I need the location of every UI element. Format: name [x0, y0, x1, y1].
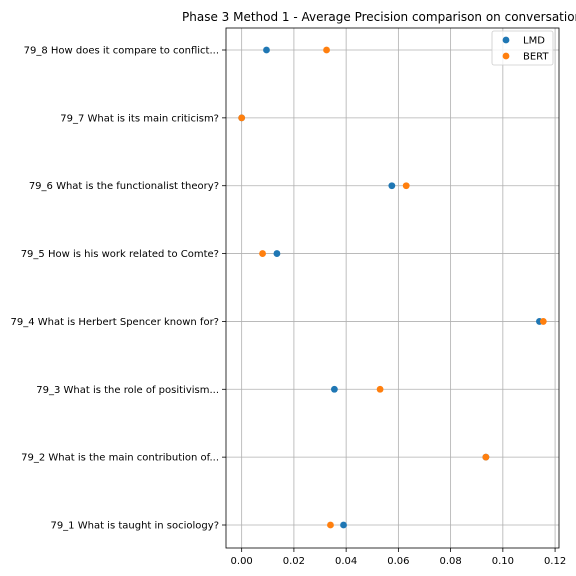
data-point-bert: [327, 521, 334, 529]
legend-label: BERT: [523, 52, 549, 63]
x-tick-label: 0.08: [439, 556, 461, 567]
data-point-lmd: [263, 46, 270, 54]
data-point-bert: [376, 385, 384, 393]
y-tick-label: 79_3 What is the role of positivism...: [36, 385, 219, 396]
grid-lines: [226, 28, 559, 548]
data-point-bert: [482, 453, 490, 461]
x-tick-label: 0.10: [492, 556, 514, 567]
x-tick-label: 0.04: [335, 556, 357, 567]
y-tick-label: 79_7 What is its main criticism?: [60, 113, 219, 124]
y-tick-label: 79_8 How does it compare to conflict...: [24, 46, 219, 57]
y-axis-ticks: 79_1 What is taught in sociology? 79_2 Wh…: [10, 46, 226, 532]
x-axis-ticks: 0.00 0.02 0.04 0.06 0.08 0.10 0.12: [231, 548, 566, 567]
y-tick-label: 79_2 What is the main contribution of...: [21, 453, 219, 464]
data-point-lmd: [273, 250, 281, 257]
data-point-bert: [259, 250, 266, 257]
y-tick-label: 79_1 What is taught in sociology?: [50, 521, 219, 532]
legend-marker: [502, 36, 510, 44]
x-tick-label: 0.00: [231, 556, 253, 567]
data-points: [238, 46, 547, 529]
legend-marker: [502, 52, 510, 60]
data-point-lmd: [388, 182, 396, 190]
data-point-bert: [238, 114, 246, 122]
data-point-bert: [402, 182, 410, 190]
x-tick-label: 0.02: [283, 556, 305, 567]
y-tick-label: 79_4 What is Herbert Spencer known for?: [10, 317, 219, 328]
legend-label: LMD: [523, 36, 545, 47]
x-tick-label: 0.06: [387, 556, 409, 567]
legend: LMD BERT: [491, 30, 554, 66]
data-point-lmd: [330, 385, 338, 393]
x-tick-label: 0.12: [544, 556, 566, 567]
data-point-bert: [539, 318, 547, 325]
plot-frame: [225, 27, 560, 549]
data-point-bert: [323, 46, 330, 54]
data-point-lmd: [340, 521, 347, 529]
y-tick-label: 79_6 What is the functionalist theory?: [29, 181, 219, 192]
y-tick-label: 79_5 How is his work related to Comte?: [21, 249, 219, 260]
chart-title: Phase 3 Method 1 - Average Precision com…: [182, 10, 576, 24]
